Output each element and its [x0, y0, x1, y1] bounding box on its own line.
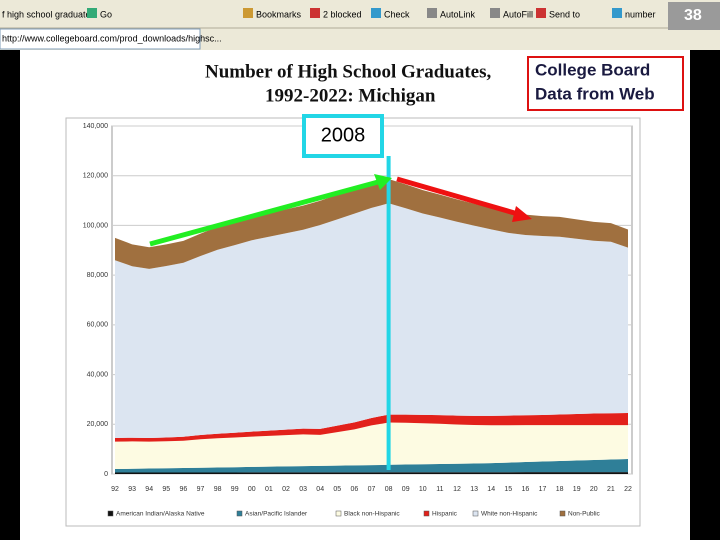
y-tick-label: 20,000: [87, 421, 109, 428]
x-tick-label: 92: [111, 486, 119, 493]
x-tick-label: 05: [333, 486, 341, 493]
y-tick-label: 80,000: [87, 272, 109, 279]
legend-label: White non-Hispanic: [481, 511, 538, 518]
toolbar-button[interactable]: number: [625, 9, 656, 19]
toolbar-icon: [371, 8, 381, 18]
y-tick-label: 120,000: [83, 173, 108, 180]
y-tick-label: 60,000: [87, 322, 109, 329]
callout-text: College Board: [535, 60, 650, 79]
toolbar-icon: [427, 8, 437, 18]
x-tick-label: 15: [504, 486, 512, 493]
x-tick-label: 07: [368, 486, 376, 493]
x-tick-label: 13: [470, 486, 478, 493]
x-tick-label: 01: [265, 486, 273, 493]
toolbar-button[interactable]: AutoLink: [440, 9, 476, 19]
year-box: [302, 114, 384, 158]
legend-label: Asian/Pacific Islander: [245, 511, 308, 518]
plot: 0 20,000 40,000 60,000 80,000 100,000 120,000 1…: [83, 123, 633, 518]
x-tick-label: 08: [385, 486, 393, 493]
chart-title: Number of High School Graduates,: [205, 61, 492, 82]
url[interactable]: http://www.collegeboard.com/prod_downloa…: [2, 33, 222, 43]
x-tick-label: 98: [214, 486, 222, 493]
toolbar-button[interactable]: 2 blocked: [323, 9, 362, 19]
x-tick-label: 94: [145, 486, 153, 493]
toolbar-icon: [536, 8, 546, 18]
slide-number: 38: [684, 7, 702, 24]
x-tick-label: 12: [453, 486, 461, 493]
legend-swatch: [472, 510, 479, 517]
legend-label: American Indian/Alaska Native: [116, 511, 205, 518]
x-tick-label: 17: [539, 486, 547, 493]
area: [115, 458, 628, 473]
x-tick-label: 95: [162, 486, 170, 493]
toolbar-button[interactable]: Go: [100, 9, 112, 19]
legend-swatch: [559, 510, 566, 517]
x-tick-label: 20: [590, 486, 598, 493]
area: [115, 178, 628, 269]
area: [115, 412, 628, 442]
arrowhead: [512, 206, 532, 222]
y-tick-label: 140,000: [83, 123, 108, 130]
trend-arrow: [396, 176, 519, 217]
toolbar-icon: [243, 8, 253, 18]
x-tick-label: 99: [231, 486, 239, 493]
toolbar-button[interactable]: Send to: [549, 9, 580, 19]
legend-swatch: [236, 510, 243, 517]
x-tick-label: 04: [316, 486, 324, 493]
toolbar-buttons: Go Bookmarks 2 blocked Check AutoLink AutoFil…: [87, 8, 656, 19]
toolbar-icon: [490, 8, 500, 18]
legend-swatch: [335, 510, 342, 517]
area: [115, 203, 628, 438]
x-tick-label: 03: [299, 486, 307, 493]
toolbar-icon: [612, 8, 622, 18]
area: [115, 472, 628, 474]
toolbar-icon: [310, 8, 320, 18]
x-tick-label: 97: [197, 486, 205, 493]
x-tick-label: 96: [180, 486, 188, 493]
address-bar[interactable]: [0, 28, 201, 50]
x-tick-label: 10: [419, 486, 427, 493]
x-tick-label: 93: [128, 486, 136, 493]
legend-label: Hispanic: [432, 511, 458, 518]
legend-swatch: [107, 510, 114, 517]
x-tick-label: 11: [436, 486, 443, 493]
x-tick-label: 22: [624, 486, 632, 493]
y-tick-label: 0: [104, 471, 108, 478]
tab-text[interactable]: f high school graduates: [2, 9, 96, 19]
toolbar-button[interactable]: Check: [384, 9, 410, 19]
chart-title: 1992-2022: Michigan: [265, 85, 436, 106]
toolbar-button[interactable]: Bookmarks: [256, 9, 302, 19]
toolbar-icon: [87, 8, 97, 18]
callout-text: Data from Web: [535, 84, 655, 103]
x-tick-label: 14: [487, 486, 495, 493]
y-tick-label: 100,000: [83, 222, 108, 229]
x-tick-label: 00: [248, 486, 256, 493]
x-tick-label: 06: [351, 486, 359, 493]
arrowhead: [374, 174, 392, 190]
trend-arrow: [149, 179, 379, 247]
x-tick-label: 19: [573, 486, 581, 493]
legend-label: Black non-Hispanic: [344, 511, 400, 518]
x-tick-label: 09: [402, 486, 410, 493]
slide-number-box: [668, 2, 720, 30]
area: [115, 422, 628, 470]
legend-label: Non-Public: [568, 511, 601, 518]
legend-swatch: [423, 510, 430, 517]
x-tick-label: 16: [522, 486, 530, 493]
x-tick-label: 21: [607, 486, 615, 493]
toolbar-button[interactable]: AutoFill: [503, 9, 533, 19]
x-tick-label: 18: [556, 486, 564, 493]
y-tick-label: 40,000: [87, 371, 109, 378]
year-label: 2008: [321, 124, 366, 146]
x-tick-label: 02: [282, 486, 290, 493]
callout: [527, 56, 684, 111]
